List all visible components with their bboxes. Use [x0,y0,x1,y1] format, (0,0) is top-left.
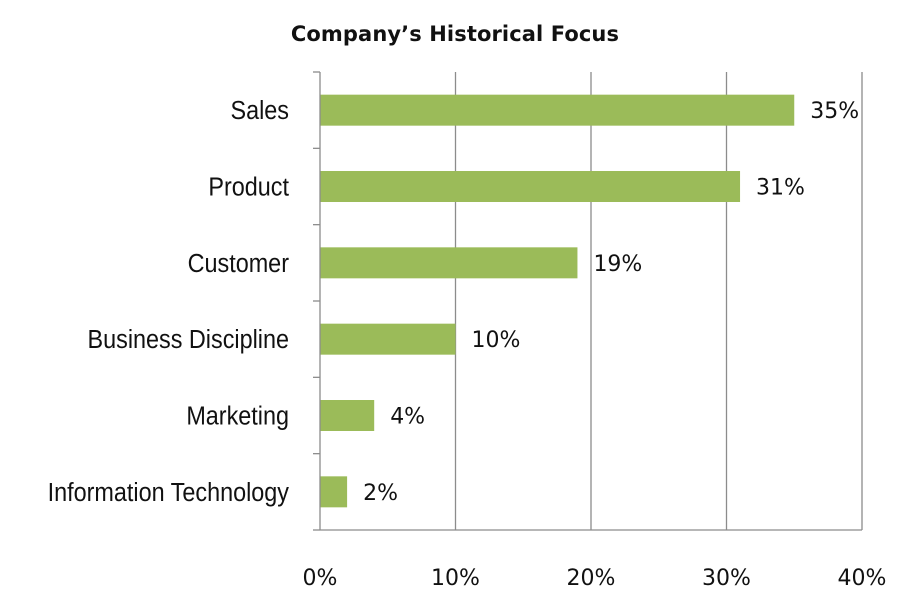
bars [320,94,795,508]
axes [313,71,862,531]
bar-5 [320,476,348,508]
category-label-4: Marketing [186,402,289,430]
grid-lines [454,72,863,530]
value-label-2: 19% [593,252,642,277]
category-label-1: Product [208,173,289,201]
x-tick-label-20: 20% [567,566,616,591]
x-tick-label-0: 0% [303,566,338,591]
chart-title: Company’s Historical Focus [290,22,620,46]
x-tick-label-30: 30% [702,566,751,591]
value-label-0: 35% [810,99,859,124]
value-label-3: 10% [472,328,521,353]
bar-0 [320,94,795,126]
x-tick-label-10: 10% [431,566,480,591]
value-label-5: 2% [363,481,398,506]
bar-2 [320,247,578,279]
value-label-1: 31% [756,176,805,201]
category-label-2: Customer [188,250,289,278]
category-label-5: Information Technology [48,479,290,507]
x-tick-label-40: 40% [838,566,887,591]
value-label-4: 4% [390,405,425,430]
bar-3 [320,323,456,355]
category-label-0: Sales [230,97,289,125]
bar-1 [320,171,741,202]
category-label-3: Business Discipline [88,326,289,354]
bar-4 [320,400,375,431]
labels: 0% 10% 20% 30% 40% Sales 35% Product 31% Customer… [48,97,887,591]
